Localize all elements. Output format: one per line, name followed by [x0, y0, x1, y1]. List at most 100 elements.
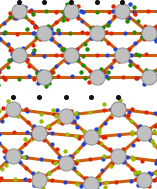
Point: [154, 162, 157, 165]
Point: [32, 52, 35, 55]
Point: [105, 74, 108, 77]
Point: [45, 84, 48, 87]
Point: [10, 159, 12, 162]
Point: [22, 48, 24, 51]
Point: [13, 130, 16, 133]
Point: [140, 36, 143, 39]
Point: [114, 181, 117, 184]
Point: [105, 180, 107, 184]
Point: [20, 150, 23, 153]
Point: [27, 178, 30, 181]
Point: [121, 53, 124, 56]
Point: [127, 113, 129, 116]
Point: [108, 20, 110, 23]
Point: [38, 178, 41, 181]
Point: [54, 64, 57, 67]
Point: [8, 16, 11, 19]
Point: [97, 177, 100, 180]
Point: [91, 37, 93, 40]
Point: [17, 77, 20, 80]
Point: [32, 12, 34, 15]
Point: [143, 71, 146, 74]
Point: [32, 172, 34, 175]
Point: [129, 53, 132, 56]
Point: [24, 156, 27, 159]
Point: [134, 172, 136, 175]
Point: [45, 9, 47, 12]
Point: [153, 130, 156, 133]
Point: [0, 110, 1, 113]
Point: [81, 54, 84, 57]
Point: [43, 0, 45, 3]
Point: [131, 167, 133, 170]
Point: [5, 151, 7, 154]
Point: [15, 59, 17, 62]
Point: [55, 21, 57, 24]
Point: [80, 71, 83, 74]
Point: [131, 131, 134, 134]
Point: [109, 164, 112, 167]
Point: [76, 126, 78, 129]
Point: [75, 49, 77, 52]
Point: [54, 161, 57, 164]
Point: [39, 38, 41, 41]
Point: [139, 125, 142, 128]
Point: [130, 107, 133, 110]
Point: [3, 149, 5, 153]
Point: [50, 27, 52, 30]
Point: [85, 177, 88, 180]
Point: [25, 109, 28, 112]
Point: [144, 52, 147, 55]
Point: [38, 95, 41, 98]
Point: [136, 137, 139, 140]
Point: [98, 131, 100, 134]
Point: [75, 112, 77, 115]
Point: [9, 113, 11, 116]
Point: [100, 38, 103, 41]
Point: [76, 48, 79, 51]
Point: [84, 177, 87, 180]
Point: [154, 111, 156, 114]
Point: [148, 31, 150, 34]
Point: [45, 132, 48, 135]
Point: [4, 113, 7, 116]
Point: [66, 133, 69, 136]
Point: [10, 57, 13, 60]
Point: [100, 28, 103, 31]
Point: [116, 108, 119, 111]
Point: [134, 53, 137, 56]
Point: [137, 138, 139, 141]
Point: [14, 113, 16, 116]
Point: [155, 158, 157, 161]
Point: [76, 14, 78, 17]
Point: [102, 135, 105, 138]
Point: [70, 165, 73, 168]
Point: [34, 25, 37, 28]
Point: [81, 19, 83, 22]
Point: [36, 173, 39, 176]
Point: [126, 19, 128, 22]
Point: [38, 131, 41, 134]
Point: [28, 64, 30, 67]
Point: [122, 159, 125, 162]
Point: [57, 166, 60, 169]
Point: [151, 80, 153, 83]
Point: [102, 157, 104, 160]
Point: [147, 184, 150, 187]
Point: [25, 58, 28, 61]
Point: [83, 77, 86, 80]
Point: [98, 81, 101, 84]
Point: [133, 31, 136, 34]
Point: [53, 112, 55, 115]
Point: [89, 70, 91, 73]
Point: [103, 185, 106, 188]
Point: [90, 75, 92, 78]
Point: [15, 5, 17, 8]
Point: [31, 43, 34, 46]
Point: [154, 25, 156, 28]
Point: [130, 120, 132, 123]
Point: [152, 178, 155, 181]
Point: [98, 35, 100, 38]
Point: [11, 95, 14, 98]
Point: [62, 49, 65, 52]
